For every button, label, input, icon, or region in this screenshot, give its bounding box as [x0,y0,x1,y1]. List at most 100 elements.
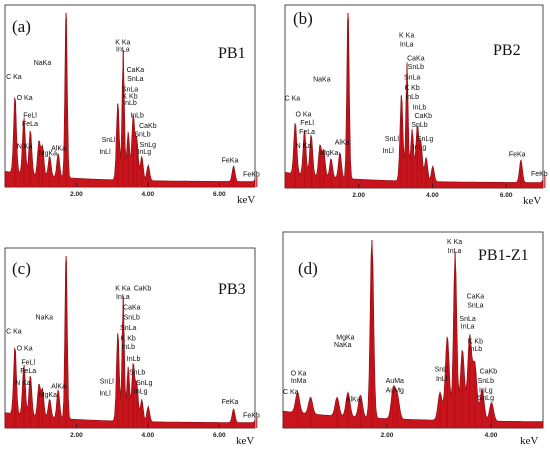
peak-label-b-2: FeLl [300,120,314,127]
peak-label-c-18: SnLg [136,380,152,387]
spectrum-c: 2.00 4.00 6.00 C Ka O Ka FeLl FeLa NaKa MgKa AlKa… [4,247,260,439]
tick-label-c-2: 6.00 [213,432,226,439]
peak-label-b-14: InLb [405,94,419,101]
tick-label-d-1: 4.00 [485,432,498,439]
peak-label-d-7: AuMg [386,387,404,394]
peak-label-b-11: SnLb [408,64,424,71]
peak-label-a-15: InLb [130,112,144,119]
panel-c: 2.00 4.00 6.00 C Ka O Ka FeLl FeLa NaKa MgKa AlKa… [4,247,260,447]
peak-label-d-1: InMa [291,378,307,385]
spectrum-area-c [4,259,256,429]
peak-label-c-0: C Ka [6,328,22,335]
peak-label-a-18: SnLg [140,142,156,149]
peak-label-c-9: InLa [116,294,130,301]
peak-label-a-1: O Ka [17,95,33,102]
panel-title-d: PB1-Z1 [478,247,529,264]
peak-label-a-2: FeLl [23,112,37,119]
x-unit-b: keV [523,195,541,207]
peak-label-a-14: InLb [123,100,137,107]
peak-label-a-5: MgKa [39,151,57,158]
peak-label-a-22: FeKa [222,158,239,165]
peak-label-a-12: SnLa [122,86,138,93]
peak-label-d-13: InLa [461,323,475,330]
spectrum-area-a [4,16,256,188]
peak-label-d-8: K Ka [447,239,462,246]
peak-label-b-4: NaKa [313,76,331,83]
peak-label-d-0: O Ka [291,370,307,377]
peak-label-d-15: InLb [469,346,483,353]
peak-label-c-2: FeLl [21,359,35,366]
peak-label-a-8: K Ka [115,39,130,46]
panel-b: 2.00 4.00 6.00 C Ka O Ka FeLl FeLa NaKa MgKa AlKa… [284,4,548,207]
peak-label-d-16: CaKb [480,368,498,375]
peak-label-d-17: SnLb [478,378,494,385]
peak-label-c-12: SnLb [124,315,140,322]
peak-label-a-11: SnLa [127,76,143,83]
peak-label-c-8: K Ka [115,285,130,292]
spectrum-area-b [284,16,544,189]
x-unit-d: keV [520,435,538,447]
tick-label-d-0: 2.00 [381,432,394,439]
peak-label-d-12: SnLa [459,316,475,323]
peak-label-a-23: FeKb [243,172,260,179]
peak-label-c-14: K Kb [121,335,136,342]
peak-label-b-12: SnLa [404,75,420,82]
peak-label-c-21: InLl [99,390,111,397]
panel-title-b: PB2 [493,42,521,59]
peak-label-b-18: SnLg [417,136,433,143]
peak-label-b-22: FeKa [509,152,526,159]
peak-label-a-0: C Ka [6,74,22,81]
peak-label-d-5: AlKa [346,397,361,404]
peak-label-a-3: FeLa [22,121,38,128]
tick-label-a-2: 6.00 [213,191,226,198]
peak-label-b-19: InLg [413,145,427,152]
peak-label-d-14: K Kb [468,338,483,345]
x-unit-a: keV [237,194,255,206]
peak-label-b-10: CaKa [407,55,425,62]
peak-label-a-17: SnLb [134,132,150,139]
peak-label-c-11: CaKa [123,304,141,311]
peak-label-c-4: NaKa [36,315,54,322]
peak-label-d-18: InLg [479,387,493,394]
peak-label-d-20: SnLl [435,367,449,374]
peak-label-b-13: K Kb [405,85,420,92]
peak-label-a-13: K Kb [122,93,137,100]
peak-label-a-9: InLa [116,46,130,53]
peak-label-c-5: MgKa [39,392,57,399]
spectrum-a: 2.00 4.00 6.00 C Ka O Ka FeLl FeLa NaKa MgKaAlKa… [4,4,260,198]
peak-label-b-15: InLb [413,104,427,111]
peak-label-c-22: FeKa [222,399,239,406]
peak-label-b-1: O Ka [295,111,311,118]
peak-label-a-4: NaKa [34,60,52,67]
peak-label-c-17: SnLb [129,370,145,377]
tick-label-b-2: 6.00 [500,192,513,199]
panel-label-b: (b) [293,9,313,28]
peak-label-d-11: SnLa [467,303,483,310]
peak-label-c-15: InLb [121,344,135,351]
peak-label-b-5: MgKa [320,150,338,157]
peak-label-a-7: N Ka [17,144,33,151]
peak-label-d-2: C Ka [283,389,299,396]
peak-label-c-19: InLg [134,389,148,396]
tick-label-c-0: 2.00 [70,432,83,439]
spectrum-area-d [282,239,544,429]
peak-label-c-20: SnLl [100,378,114,385]
peak-label-b-6: AlKa [335,139,350,146]
peak-label-c-3: FeLa [20,368,36,375]
tick-label-b-1: 4.00 [426,192,439,199]
peak-label-d-19: SnLg [478,395,494,402]
peak-label-b-9: InLa [400,41,414,48]
peak-label-a-16: CaKb [139,123,157,130]
peak-label-a-10: CaKa [127,67,145,74]
peak-label-d-3: MgKa [336,335,354,342]
tick-label-a-1: 4.00 [142,191,155,198]
peak-label-c-6: AlKa [51,383,66,390]
peak-label-a-19: InLg [137,149,151,156]
peak-label-b-8: K Ka [399,33,414,40]
peak-label-a-20: SnLl [102,137,116,144]
peak-label-d-9: InLa [448,248,462,255]
peak-label-b-17: SnLb [411,122,427,129]
